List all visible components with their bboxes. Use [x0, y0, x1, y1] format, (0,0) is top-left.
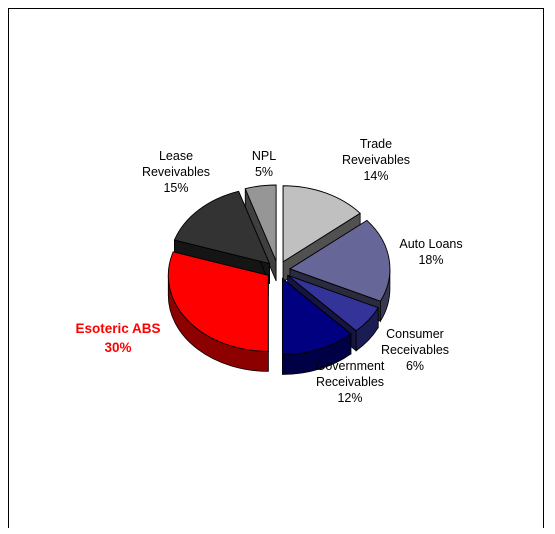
pie-slice-consumer-receivables	[287, 274, 379, 332]
data-label-government-receivables: Government Receivables 12%	[316, 359, 385, 405]
slice-name-label: Lease	[159, 149, 193, 163]
slice-name-label: Consumer	[386, 327, 444, 341]
chart-frame	[8, 8, 544, 528]
slice-name-label: Esoteric ABS	[75, 321, 160, 336]
slice-percent-label: 30%	[104, 340, 131, 355]
pie-slice-npl	[244, 184, 277, 262]
data-label-auto-loans: Auto Loans 18%	[399, 237, 462, 267]
slice-name-label: Auto Loans	[399, 237, 462, 251]
slice-name-label: Reveivables	[342, 153, 410, 167]
slice-name-label: Government	[316, 359, 385, 373]
slice-name-label: Receivables	[381, 343, 449, 357]
data-label-esoteric-abs: Esoteric ABS 30%	[75, 321, 160, 355]
slice-percent-label: 12%	[337, 391, 362, 405]
slice-name-label: Receivables	[316, 375, 384, 389]
pie-label-layer: Trade Reveivables 14% Auto Loans 18% Consumer…	[75, 137, 462, 405]
pie-slice-trade-reveivables	[282, 185, 361, 263]
data-label-lease-reveivables: Lease Reveivables 15%	[142, 149, 210, 195]
slice-percent-label: 6%	[406, 359, 424, 373]
pie-slice-government-receivables	[281, 277, 352, 355]
slice-percent-label: 5%	[255, 165, 273, 179]
pie-slice-lease-reveivables	[173, 190, 271, 265]
slice-percent-label: 18%	[418, 253, 443, 267]
pie-top-layer	[167, 184, 391, 355]
data-label-trade-reveivables: Trade Reveivables 14%	[342, 137, 410, 183]
slice-name-label: NPL	[252, 149, 276, 163]
slice-name-label: Reveivables	[142, 165, 210, 179]
slice-name-label: Trade	[360, 137, 392, 151]
data-label-consumer-receivables: Consumer Receivables 6%	[381, 327, 449, 373]
slice-percent-label: 14%	[363, 169, 388, 183]
pie-slice-esoteric-abs	[167, 251, 269, 352]
data-label-npl: NPL 5%	[252, 149, 276, 179]
slice-percent-label: 15%	[163, 181, 188, 195]
pie-slice-auto-loans	[288, 219, 391, 302]
